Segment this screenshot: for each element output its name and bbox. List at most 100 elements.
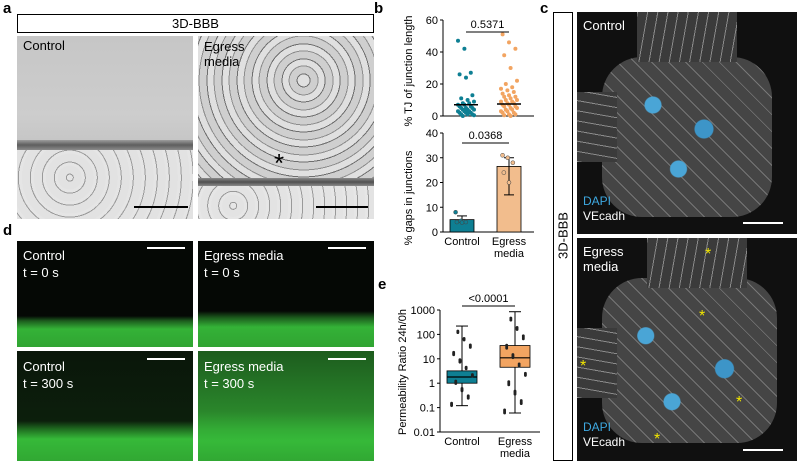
scale-bar: [134, 206, 188, 208]
panel-a-control-micrograph: Control: [17, 36, 193, 219]
tile-condition: Egress media: [204, 248, 284, 263]
panel-b-top-ylabel: % TJ of junction length: [403, 15, 415, 126]
y-tick-label: 0.01: [414, 427, 435, 439]
panel-c-control-label: Control: [583, 18, 625, 33]
data-point: [503, 82, 508, 86]
scale-bar: [743, 222, 783, 224]
vecadh-label: VEcadh: [583, 435, 626, 449]
panel-d-tile-control-0: Control t = 0 s: [17, 241, 193, 347]
panel-c-egress-image: Egress media * * * * * DAPI VEcadh: [577, 238, 797, 461]
panel-b-bottom-ylabel: % gaps in junctions: [403, 150, 415, 245]
data-point: [468, 70, 473, 75]
data-point: [457, 72, 462, 77]
panel-a-control-label: Control: [23, 38, 65, 53]
data-point: [505, 88, 510, 93]
panel-c-side-label: 3D-BBB: [555, 212, 571, 259]
data-point: [450, 401, 453, 405]
asterisk-marker: *: [699, 308, 706, 325]
data-point: [458, 358, 462, 362]
data-point: [459, 220, 465, 225]
y-tick-label: 0.1: [420, 403, 435, 415]
data-point: [470, 93, 475, 98]
data-point: [519, 399, 523, 402]
panel-a-egress-label: Egress media: [204, 39, 245, 69]
panel-b-charts: % TJ of junction length % gaps in juncti…: [403, 15, 534, 260]
data-point: [501, 170, 507, 175]
data-point: [463, 219, 469, 225]
asterisk-marker: *: [580, 358, 587, 375]
data-point: [453, 209, 458, 215]
p-value: 0.0368: [469, 130, 503, 142]
asterisk-marker: *: [705, 246, 712, 263]
scale-bar: [147, 247, 185, 249]
y-tick-label: 30: [426, 153, 438, 165]
data-point: [499, 99, 503, 104]
data-point: [502, 104, 507, 109]
x-tick-label: Control: [444, 236, 479, 248]
panel-d-tile-egress-0: Egress media t = 0 s: [198, 241, 374, 347]
data-point: [464, 75, 468, 80]
data-point: [507, 93, 511, 98]
scale-bar: [743, 449, 783, 451]
panel-c-control-image: Control DAPI VEcadh: [577, 12, 797, 234]
data-point: [511, 90, 516, 94]
x-tick-label: Control: [444, 436, 479, 448]
scale-bar: [147, 358, 185, 360]
panel-e-chart: Permeability Ratio 24h/0h 0.01 0.1 1 10 100 1…: [397, 293, 540, 460]
data-point: [454, 219, 460, 225]
tile-time: t = 0 s: [23, 265, 59, 280]
data-point: [508, 66, 513, 70]
data-point: [515, 106, 519, 110]
data-point: [500, 153, 505, 158]
data-point: [513, 94, 518, 99]
data-point: [503, 98, 508, 102]
data-point: [510, 160, 516, 165]
data-point: [459, 96, 464, 101]
data-point: [515, 325, 519, 329]
panel-a-header-box: 3D-BBB: [17, 14, 374, 33]
data-point: [472, 99, 476, 104]
tile-time: t = 300 s: [204, 376, 255, 391]
box: [499, 345, 531, 368]
data-point: [472, 107, 476, 112]
vecadh-label: VEcadh: [583, 209, 626, 223]
data-point: [508, 96, 513, 101]
panel-d-tile-egress-300: Egress media t = 300 s: [198, 351, 374, 461]
scale-bar: [316, 206, 368, 208]
data-point: [462, 336, 466, 340]
y-tick-label: 40: [426, 128, 438, 140]
data-point: [460, 387, 464, 390]
y-tick-label: 1000: [411, 305, 435, 317]
p-value: 0.5371: [471, 19, 505, 31]
data-point: [499, 86, 503, 91]
x-tick-label: Egress: [498, 436, 533, 448]
data-point: [503, 408, 506, 412]
data-point: [502, 53, 507, 58]
data-point: [465, 112, 470, 117]
panel-a-egress-micrograph: Egress media *: [198, 36, 374, 219]
data-point: [464, 365, 468, 369]
scale-bar: [328, 247, 366, 249]
data-point: [511, 353, 515, 356]
tile-condition: Control: [23, 359, 65, 374]
asterisk-marker: *: [736, 394, 743, 411]
data-point: [510, 85, 515, 90]
panel-d-letter: d: [3, 222, 13, 239]
panel-a-letter: a: [3, 0, 12, 17]
data-point: [507, 380, 511, 384]
p-value: <0.0001: [468, 293, 508, 305]
data-point: [465, 98, 470, 102]
data-point: [506, 180, 512, 185]
y-tick-label: 40: [426, 47, 438, 59]
y-tick-label: 10: [423, 354, 435, 366]
data-point: [466, 394, 470, 398]
y-tick-label: 0: [432, 111, 438, 123]
data-point: [471, 373, 474, 376]
panel-c-egress-label: Egress media: [583, 244, 624, 274]
y-tick-label: 60: [426, 15, 438, 27]
data-point: [456, 329, 460, 333]
data-point: [500, 91, 505, 96]
data-point: [513, 46, 518, 51]
data-point: [500, 32, 505, 37]
x-tick-label: media: [500, 448, 531, 460]
